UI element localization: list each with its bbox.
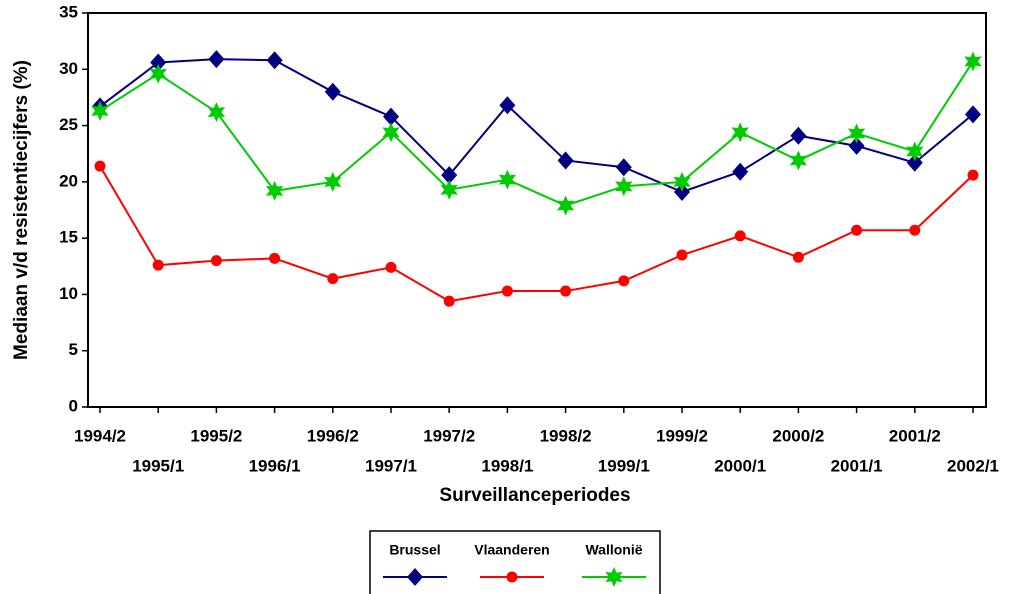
- x-tick-label: 2000/2: [772, 426, 824, 445]
- y-tick-label: 10: [59, 284, 78, 303]
- data-point: [676, 249, 688, 261]
- x-tick-label: 2001/2: [889, 426, 941, 445]
- data-point: [385, 261, 397, 273]
- y-tick-label: 35: [59, 2, 78, 21]
- x-tick-label: 1996/1: [249, 456, 301, 475]
- data-point: [556, 195, 575, 216]
- data-point: [851, 224, 863, 236]
- data-point: [269, 252, 281, 264]
- x-tick-label: 1997/2: [423, 426, 475, 445]
- data-point: [848, 136, 865, 155]
- data-point: [615, 176, 633, 197]
- series-line: [99, 60, 974, 207]
- y-tick-label: 5: [69, 340, 78, 359]
- x-axis-title: Surveillanceperiodes: [439, 485, 630, 506]
- data-point: [441, 166, 458, 185]
- data-point: [560, 285, 572, 297]
- y-tick-label: 25: [59, 115, 78, 134]
- x-tick-label: 1998/2: [540, 426, 592, 445]
- data-point: [265, 180, 284, 201]
- data-point: [674, 182, 690, 201]
- x-tick-label: 1994/2: [74, 426, 126, 445]
- y-axis-title: Mediaan v/d resistentiecijfers (%): [11, 60, 32, 360]
- data-point: [906, 153, 923, 172]
- data-point: [208, 50, 225, 69]
- data-point: [324, 171, 342, 192]
- x-tick-label: 1996/2: [307, 426, 359, 445]
- x-tick-label: 1995/2: [190, 426, 242, 445]
- data-point: [792, 251, 804, 263]
- legend-label: Vlaanderen: [474, 542, 549, 558]
- data-point: [440, 179, 458, 200]
- data-point: [91, 100, 109, 121]
- y-tick-label: 15: [59, 228, 78, 247]
- legend-marker: [506, 571, 518, 583]
- y-tick-label: 20: [59, 171, 78, 190]
- data-point: [498, 169, 517, 190]
- legend-box: [369, 530, 661, 594]
- data-point: [789, 150, 808, 171]
- x-tick-label: 1995/1: [132, 456, 184, 475]
- y-tick-label: 30: [59, 59, 78, 78]
- data-point: [790, 126, 807, 145]
- data-point: [847, 123, 866, 144]
- data-point: [443, 295, 455, 307]
- x-tick-label: 1999/1: [598, 456, 650, 475]
- x-tick-label: 1999/2: [656, 426, 708, 445]
- data-point: [152, 259, 164, 271]
- y-tick-label: 0: [69, 396, 78, 415]
- data-point: [731, 122, 749, 143]
- series-line: [99, 165, 974, 303]
- data-point: [618, 275, 630, 287]
- series-line: [99, 58, 974, 194]
- data-point: [324, 82, 341, 101]
- data-point: [615, 158, 632, 177]
- x-tick-label: 1998/1: [481, 456, 533, 475]
- data-point: [732, 162, 749, 181]
- data-point: [965, 105, 981, 124]
- legend-marker: [407, 568, 423, 586]
- x-tick-label: 2002/1: [947, 456, 999, 475]
- plot-area: [87, 12, 987, 408]
- data-point: [499, 96, 516, 115]
- data-point: [382, 122, 400, 143]
- data-point: [94, 160, 106, 172]
- data-point: [673, 171, 691, 192]
- data-point: [967, 169, 979, 181]
- data-point: [964, 51, 982, 72]
- legend-marker: [605, 567, 623, 587]
- data-point: [266, 51, 283, 70]
- x-tick-label: 2000/1: [714, 456, 766, 475]
- x-tick-label: 1997/1: [365, 456, 417, 475]
- data-point: [149, 63, 167, 84]
- data-point: [210, 255, 222, 267]
- data-point: [327, 273, 339, 285]
- data-point: [906, 141, 924, 162]
- data-point: [501, 285, 513, 297]
- data-point: [383, 107, 399, 126]
- data-point: [557, 151, 574, 170]
- data-point: [207, 102, 226, 123]
- data-point: [734, 230, 746, 242]
- x-tick-label: 2001/1: [831, 456, 883, 475]
- data-point: [150, 53, 167, 72]
- legend-label: Wallonië: [585, 542, 642, 558]
- data-point: [909, 224, 921, 236]
- legend-label: Brussel: [389, 542, 440, 558]
